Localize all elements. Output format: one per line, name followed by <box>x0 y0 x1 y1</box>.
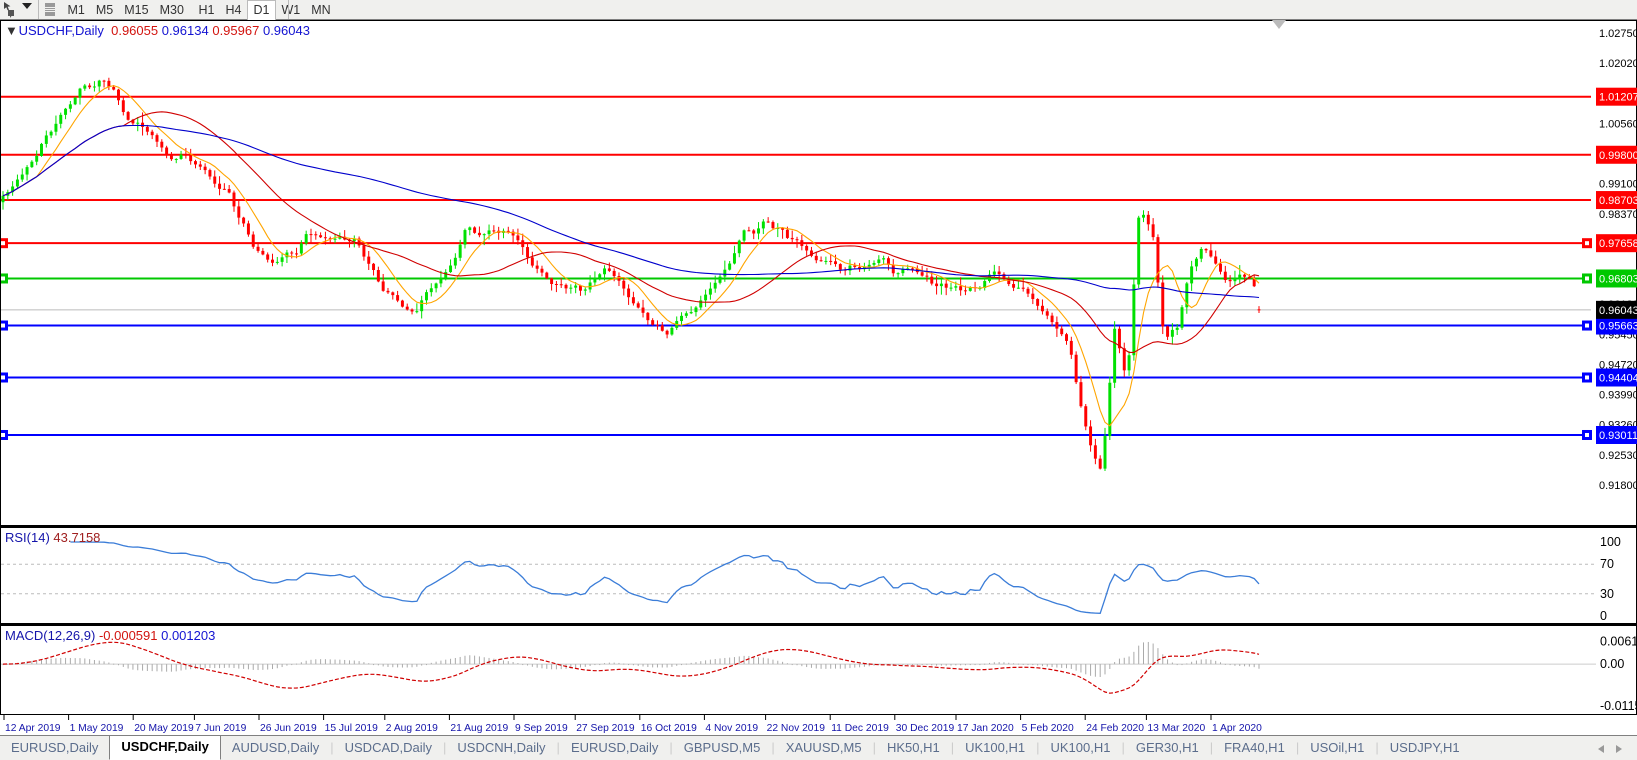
svg-text:17 Jan 2020: 17 Jan 2020 <box>957 723 1014 734</box>
svg-text:16 Oct 2019: 16 Oct 2019 <box>641 723 697 734</box>
svg-text:9 Sep 2019: 9 Sep 2019 <box>515 723 568 734</box>
svg-text:13 Mar 2020: 13 Mar 2020 <box>1147 723 1205 734</box>
svg-text:1 May 2019: 1 May 2019 <box>70 723 124 734</box>
svg-text:0.93011: 0.93011 <box>1599 430 1637 442</box>
svg-text:0: 0 <box>1600 609 1607 623</box>
svg-text:12 Apr 2019: 12 Apr 2019 <box>5 723 61 734</box>
svg-text:26 Jun 2019: 26 Jun 2019 <box>260 723 317 734</box>
svg-text:100: 100 <box>1600 535 1621 549</box>
svg-text:22 Nov 2019: 22 Nov 2019 <box>767 723 826 734</box>
svg-text:0.00: 0.00 <box>1600 657 1624 671</box>
svg-text:0.98370: 0.98370 <box>1599 209 1637 221</box>
svg-text:1.02750: 1.02750 <box>1599 28 1637 40</box>
svg-text:2 Aug 2019: 2 Aug 2019 <box>386 723 438 734</box>
svg-text:20 May 2019: 20 May 2019 <box>134 723 194 734</box>
svg-text:5 Feb 2020: 5 Feb 2020 <box>1022 723 1074 734</box>
svg-text:0.96043: 0.96043 <box>1599 305 1637 317</box>
svg-text:-0.01153: -0.01153 <box>1600 699 1637 713</box>
svg-text:11 Dec 2019: 11 Dec 2019 <box>831 723 889 734</box>
svg-text:1 Apr 2020: 1 Apr 2020 <box>1212 723 1262 734</box>
svg-text:27 Sep 2019: 27 Sep 2019 <box>576 723 635 734</box>
svg-text:0.92530: 0.92530 <box>1599 450 1637 462</box>
svg-text:0.99100: 0.99100 <box>1599 179 1637 191</box>
svg-text:0.99800: 0.99800 <box>1599 150 1637 162</box>
svg-text:21 Aug 2019: 21 Aug 2019 <box>450 723 508 734</box>
svg-text:0.97658: 0.97658 <box>1599 238 1637 250</box>
svg-text:0.95663: 0.95663 <box>1599 321 1637 333</box>
svg-text:70: 70 <box>1600 557 1614 571</box>
svg-text:1.01207: 1.01207 <box>1599 92 1637 104</box>
svg-text:0.96803: 0.96803 <box>1599 273 1637 285</box>
svg-text:15 Jul 2019: 15 Jul 2019 <box>325 723 379 734</box>
svg-text:30 Dec 2019: 30 Dec 2019 <box>896 723 955 734</box>
svg-text:7 Jun 2019: 7 Jun 2019 <box>195 723 246 734</box>
svg-text:30: 30 <box>1600 587 1614 601</box>
svg-text:1.00560: 1.00560 <box>1599 118 1637 130</box>
svg-text:4 Nov 2019: 4 Nov 2019 <box>705 723 758 734</box>
svg-text:0.006167: 0.006167 <box>1600 635 1637 649</box>
svg-text:0.94404: 0.94404 <box>1599 372 1637 384</box>
svg-text:0.93990: 0.93990 <box>1599 390 1637 402</box>
svg-text:0.98703: 0.98703 <box>1599 195 1637 207</box>
svg-text:0.91800: 0.91800 <box>1599 480 1637 492</box>
svg-text:1.02020: 1.02020 <box>1599 58 1637 70</box>
svg-text:24 Feb 2020: 24 Feb 2020 <box>1086 723 1144 734</box>
